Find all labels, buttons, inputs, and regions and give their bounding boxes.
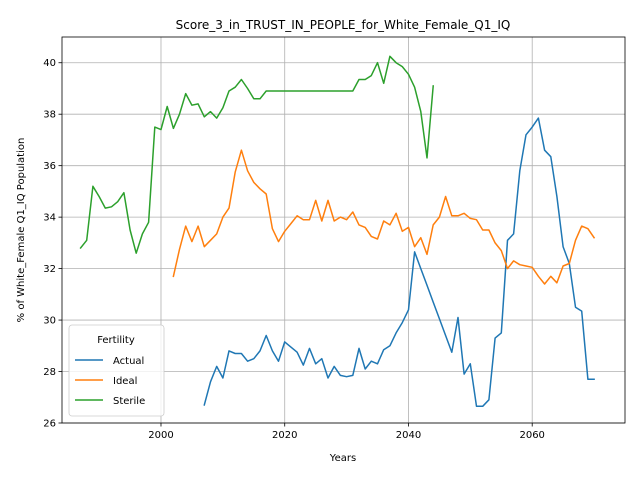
x-tick-label: 2040 — [396, 430, 421, 441]
y-tick-label: 32 — [43, 264, 56, 275]
legend-title: Fertility — [97, 335, 135, 346]
plot-frame — [61, 36, 626, 424]
series-lines — [79, 55, 596, 408]
y-tick-label: 36 — [43, 161, 56, 172]
legend-box — [68, 324, 165, 417]
y-tick-label: 28 — [43, 367, 56, 378]
x-tick-label: 2020 — [272, 430, 297, 441]
x-axis-title: Years — [329, 453, 356, 464]
legend-label-ideal: Ideal — [113, 376, 137, 387]
y-tick-label: 38 — [43, 110, 56, 121]
y-tick-label: 30 — [43, 316, 56, 327]
legend-label-actual: Actual — [113, 356, 144, 367]
y-tick-label: 40 — [43, 58, 56, 69]
x-tick-label: 2000 — [148, 430, 173, 441]
legend: Fertility Actual Ideal Sterile — [68, 324, 165, 417]
series-line-ideal — [172, 149, 596, 285]
axis-ticks: 2000 2020 2040 2060 26 28 30 32 34 36 38 40 — [43, 58, 545, 441]
legend-label-sterile: Sterile — [113, 396, 145, 407]
y-tick-label: 34 — [43, 213, 56, 224]
y-axis-title: % of White_Female Q1_IQ Population — [16, 138, 27, 323]
series-line-actual — [203, 117, 595, 408]
chart-title: Score_3_in_TRUST_IN_PEOPLE_for_White_Fem… — [176, 18, 511, 32]
series-line-sterile — [79, 55, 435, 254]
x-tick-label: 2060 — [519, 430, 544, 441]
y-tick-label: 26 — [43, 419, 56, 430]
grid-lines — [62, 37, 625, 424]
